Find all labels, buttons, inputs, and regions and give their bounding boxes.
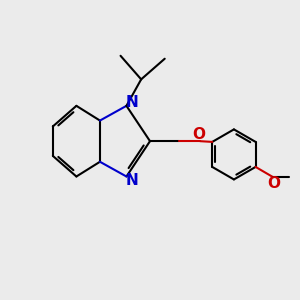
Text: O: O bbox=[267, 176, 280, 191]
Text: N: N bbox=[125, 95, 138, 110]
Text: N: N bbox=[125, 172, 138, 188]
Text: O: O bbox=[192, 127, 205, 142]
